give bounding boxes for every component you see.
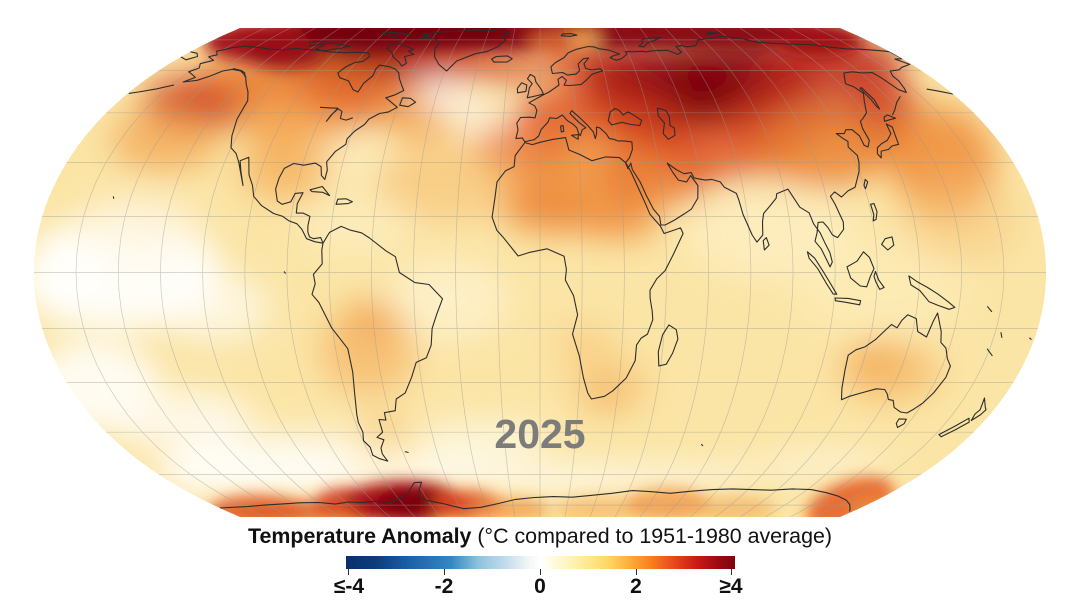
svg-text:2025: 2025: [494, 411, 585, 457]
